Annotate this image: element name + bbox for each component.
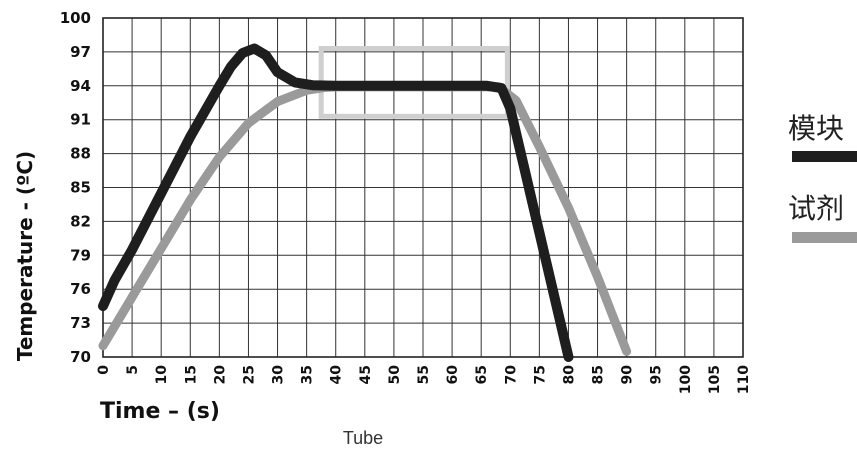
- x-tick-label: 45: [358, 365, 374, 384]
- x-tick-label: 90: [620, 365, 636, 385]
- y-tick-label: 91: [70, 111, 91, 129]
- y-tick-label: 76: [70, 280, 91, 298]
- y-tick-label: 97: [70, 43, 91, 61]
- y-axis-label: Temperature - (ºC): [13, 151, 37, 361]
- plot-border: [102, 17, 744, 358]
- y-tick-label: 79: [70, 246, 91, 264]
- x-tick-label: 15: [183, 365, 199, 384]
- x-tick-label: 5: [125, 365, 141, 375]
- x-tick-labels: 0 5 10 15 20 25 30 35 40 45 50 55 60 65 70 75 80 85 90 95 10…: [96, 365, 752, 394]
- x-tick-label: 55: [416, 365, 432, 384]
- x-tick-label: 85: [591, 365, 607, 384]
- x-tick-label: 60: [445, 365, 461, 385]
- x-tick-label: 30: [271, 365, 287, 385]
- series-line-block: [98, 43, 574, 362]
- x-tick-label: 20: [212, 365, 228, 385]
- x-tick-label: 105: [707, 365, 723, 394]
- legend: 模块 试剂: [788, 112, 857, 243]
- chart-caption: Tube: [343, 428, 383, 448]
- x-tick-label: 50: [387, 365, 403, 385]
- x-tick-label: 80: [561, 365, 577, 385]
- x-tick-label: 35: [300, 365, 316, 384]
- x-tick-label: 40: [329, 365, 345, 385]
- x-tick-label: 65: [474, 365, 490, 384]
- y-tick-label: 88: [70, 145, 91, 163]
- x-tick-label: 75: [532, 365, 548, 384]
- y-tick-label: 94: [70, 77, 91, 95]
- legend-swatch-block: [792, 151, 857, 162]
- y-tick-label: 100: [60, 9, 91, 27]
- x-tick-label: 0: [96, 365, 112, 375]
- y-tick-label: 85: [70, 179, 91, 197]
- x-tick-label: 110: [736, 365, 752, 394]
- x-tick-label: 25: [241, 365, 257, 384]
- x-tick-label: 95: [649, 365, 665, 384]
- y-tick-label: 82: [70, 212, 91, 230]
- legend-label-reagent: 试剂: [788, 192, 844, 225]
- x-tick-label: 100: [678, 365, 694, 394]
- x-tick-label: 70: [503, 365, 519, 385]
- legend-label-block: 模块: [788, 112, 844, 145]
- y-tick-label: 70: [70, 348, 91, 366]
- y-tick-label: 73: [70, 314, 91, 332]
- x-tick-label: 10: [154, 365, 170, 385]
- y-tick-labels: 70 73 76 79 82 85 88 91 94 97 100: [60, 9, 91, 366]
- x-axis-label: Time – (s): [100, 399, 220, 424]
- legend-swatch-reagent: [792, 232, 857, 243]
